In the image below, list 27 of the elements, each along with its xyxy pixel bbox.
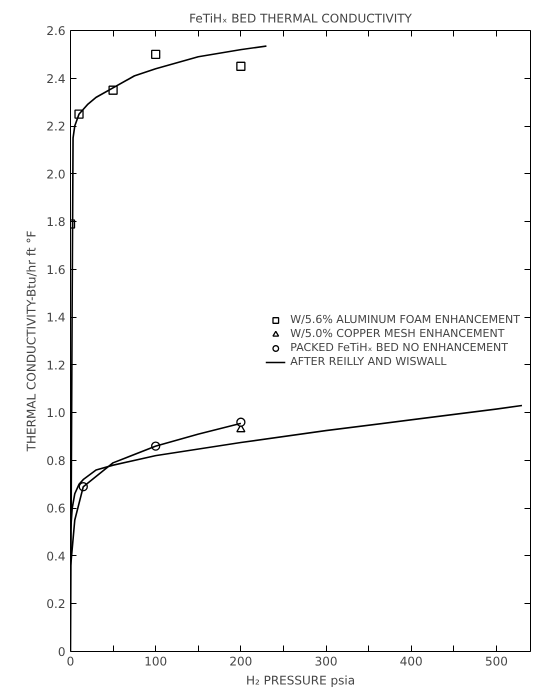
y-tick-label: 0 (58, 645, 66, 659)
y-tick-label: 1.6 (46, 262, 66, 277)
x-tick-label: 0 (66, 654, 74, 668)
x-tick-label: 500 (484, 654, 508, 668)
y-tick-label: 0.4 (46, 549, 66, 564)
x-tick-label: 400 (400, 654, 423, 668)
y-tick-label: 2.2 (46, 120, 66, 134)
y-tick-label: 0.2 (46, 597, 66, 612)
y-tick-label: 1.2 (46, 358, 66, 372)
chart-title: FeTiHₓ BED THERMAL CONDUCTIVITY (189, 12, 413, 26)
x-tick-label: 200 (229, 654, 252, 668)
x-tick-label: 100 (144, 654, 168, 668)
y-tick-label: 2.4 (46, 72, 66, 86)
legend-label: PACKED FeTiHₓ BED NO ENHANCEMENT (290, 340, 508, 354)
y-axis-title: THERMAL CONDUCTIVITY-Btu/hr ft °F (24, 230, 38, 452)
x-axis-title: H₂ PRESSURE psia (246, 674, 356, 688)
y-tick-label: 0.6 (46, 502, 66, 516)
legend-label: AFTER REILLY AND WISWALL (290, 354, 446, 368)
y-tick-label: 2.6 (46, 24, 66, 38)
y-tick-label: 1.0 (46, 406, 66, 420)
x-tick-label: 300 (314, 654, 338, 668)
y-tick-label: 1.4 (46, 310, 66, 325)
legend-label: W/5.6% ALUMINUM FOAM ENHANCEMENT (290, 312, 520, 326)
y-tick-label: 0.8 (46, 454, 66, 468)
y-tick-label: 1.8 (46, 215, 66, 230)
y-tick-label: 2.0 (46, 167, 66, 182)
legend-label: W/5.0% COPPER MESH ENHANCEMENT (290, 326, 504, 340)
